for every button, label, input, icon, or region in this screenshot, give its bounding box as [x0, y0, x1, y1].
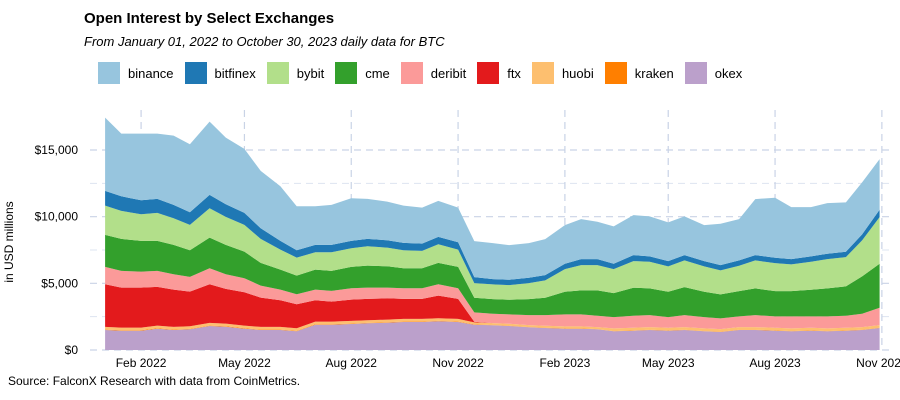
- x-tick-label: Feb 2022: [116, 356, 167, 370]
- legend-item-bybit: bybit: [266, 62, 325, 84]
- y-tick-label: $5,000: [41, 276, 78, 290]
- legend-swatch: [477, 62, 500, 84]
- source-note: Source: FalconX Research with data from …: [8, 374, 301, 388]
- legend-item-ftx: ftx: [477, 62, 521, 84]
- legend-label: okex: [714, 65, 743, 81]
- x-tick-label: Aug 2023: [749, 356, 801, 370]
- legend-swatch: [400, 62, 423, 84]
- legend-swatch: [184, 62, 207, 84]
- x-tick-label: May 2022: [218, 356, 271, 370]
- area-series-cme: [105, 234, 880, 319]
- legend-swatch: [335, 62, 358, 84]
- chart-title: Open Interest by Select Exchanges: [84, 10, 335, 27]
- legend-item-okex: okex: [684, 62, 743, 84]
- legend-label: deribit: [430, 65, 467, 81]
- area-series-binance: [105, 117, 880, 280]
- legend-swatch: [604, 62, 627, 84]
- chart-subtitle: From January 01, 2022 to October 30, 202…: [84, 34, 445, 49]
- legend-item-bitfinex: bitfinex: [184, 62, 256, 84]
- area-series-ftx: [105, 284, 880, 330]
- area-series-bybit: [105, 205, 880, 300]
- legend-label: cme: [365, 65, 390, 81]
- legend-label: binance: [128, 65, 174, 81]
- x-tick-label: Nov 2023: [856, 356, 900, 370]
- y-tick-label: $15,000: [35, 143, 79, 157]
- legend-swatch: [531, 62, 554, 84]
- legend-label: bitfinex: [214, 65, 256, 81]
- area-series-bitfinex: [105, 190, 880, 286]
- area-series-huobi: [105, 318, 880, 332]
- legend-item-kraken: kraken: [604, 62, 674, 84]
- y-tick-label: $0: [65, 343, 79, 357]
- legend-swatch: [684, 62, 707, 84]
- x-tick-label: Feb 2023: [540, 356, 591, 370]
- x-tick-label: Nov 2022: [432, 356, 484, 370]
- legend-item-cme: cme: [335, 62, 390, 84]
- legend-item-huobi: huobi: [531, 62, 594, 84]
- legend-label: kraken: [634, 65, 674, 81]
- legend-label: huobi: [561, 65, 594, 81]
- area-series-okex: [105, 321, 880, 350]
- legend-swatch: [98, 62, 120, 84]
- area-series-kraken: [105, 320, 880, 332]
- x-tick-label: May 2023: [642, 356, 695, 370]
- legend-label: ftx: [507, 65, 521, 81]
- x-tick-label: Aug 2022: [326, 356, 378, 370]
- area-series-deribit: [105, 266, 880, 330]
- legend: binance bitfinex bybit cme deribit ftx huobi kr…: [98, 62, 753, 84]
- legend-item-deribit: deribit: [400, 62, 467, 84]
- legend-label: bybit: [296, 65, 325, 81]
- legend-swatch: [266, 62, 289, 84]
- legend-item-binance: binance: [98, 62, 174, 84]
- source-text: FalconX Research with data from CoinMetr…: [52, 374, 301, 388]
- y-tick-label: $10,000: [35, 210, 79, 224]
